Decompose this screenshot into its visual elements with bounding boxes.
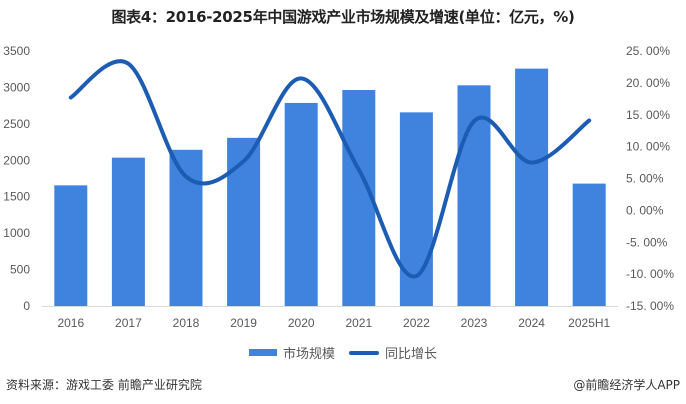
legend-label-yoy-growth: 同比增长 xyxy=(385,347,438,362)
left-tick-label: 1000 xyxy=(3,226,30,240)
x-tick-label: 2019 xyxy=(230,316,257,330)
chart-title: 图表4：2016-2025年中国游戏产业市场规模及增速(单位：亿元，%) xyxy=(111,8,575,26)
x-tick-label: 2020 xyxy=(288,316,315,330)
right-tick-label: -15. 00% xyxy=(626,299,674,313)
right-tick-label: 15. 00% xyxy=(626,108,670,122)
bar-2016 xyxy=(54,185,88,306)
left-tick-label: 2500 xyxy=(3,117,30,131)
x-tick-label: 2025H1 xyxy=(568,316,610,330)
right-tick-label: 0. 00% xyxy=(626,203,664,217)
bar-swatch-icon xyxy=(248,349,277,356)
legend: 市场规模 同比增长 xyxy=(0,343,686,362)
left-tick-label: 500 xyxy=(10,263,30,277)
right-tick-label: -5. 00% xyxy=(626,235,668,249)
bar-2017 xyxy=(111,157,145,306)
line-series-yoy-growth xyxy=(68,59,592,279)
x-tick-label: 2017 xyxy=(115,316,142,330)
bar-series-market-size xyxy=(54,68,606,307)
credit-note: @前瞻经济学人APP xyxy=(573,378,680,392)
x-tick-label: 2024 xyxy=(518,316,545,330)
left-tick-label: 3500 xyxy=(3,44,30,58)
right-tick-label: 10. 00% xyxy=(626,140,670,154)
x-tick-label: 2018 xyxy=(173,316,200,330)
left-tick-label: 3000 xyxy=(3,80,30,94)
source-note: 资料来源：游戏工委 前瞻产业研究院 xyxy=(6,378,202,392)
x-tick-label: 2022 xyxy=(403,316,430,330)
right-tick-label: 25. 00% xyxy=(626,44,670,58)
right-y-axis: -15. 00% -10. 00% -5. 00% 0. 00% 5. 00% 10. 0… xyxy=(626,44,674,313)
legend-label-market-size: 市场规模 xyxy=(282,347,335,362)
legend-item-market-size: 市场规模 xyxy=(248,343,335,362)
left-tick-label: 1500 xyxy=(3,190,30,204)
right-tick-label: 20. 00% xyxy=(626,76,670,90)
bar-2025H1 xyxy=(572,183,606,306)
left-tick-label: 2000 xyxy=(3,153,30,167)
right-tick-label: 5. 00% xyxy=(626,172,664,186)
legend-item-yoy-growth: 同比增长 xyxy=(349,343,437,362)
x-tick-label: 2023 xyxy=(461,316,488,330)
bar-2020 xyxy=(284,102,318,306)
x-tick-label: 2016 xyxy=(57,316,84,330)
bar-2019 xyxy=(227,137,261,306)
line-swatch-icon xyxy=(349,350,379,355)
left-y-axis: 0 500 1000 1500 2000 2500 3000 3500 xyxy=(3,44,30,313)
right-tick-label: -10. 00% xyxy=(626,267,674,281)
bar-2024 xyxy=(515,68,549,306)
x-tick-label: 2021 xyxy=(345,316,372,330)
x-axis: 2016 2017 2018 2019 2020 2021 2022 2023 2024 2025… xyxy=(57,316,610,330)
left-tick-label: 0 xyxy=(23,299,30,313)
bar-2018 xyxy=(169,149,203,306)
